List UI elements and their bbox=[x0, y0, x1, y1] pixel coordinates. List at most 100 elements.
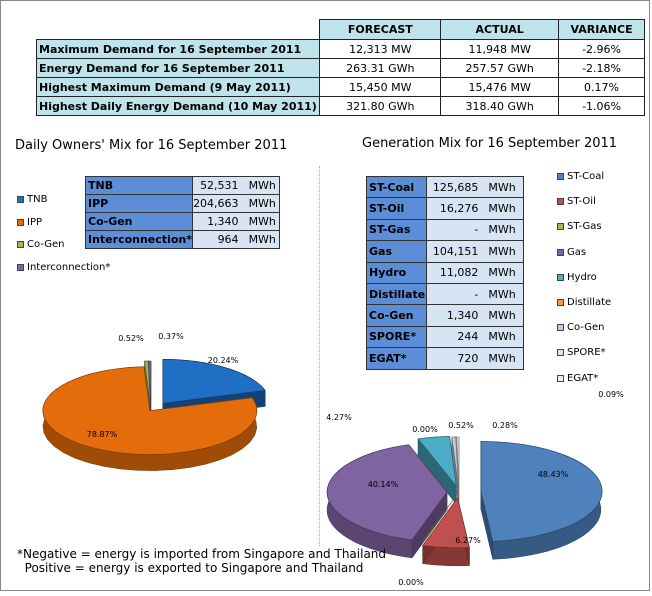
legend-swatch bbox=[17, 264, 24, 272]
legend-item-egat: EGAT* bbox=[557, 373, 598, 384]
legend-label: Gas bbox=[567, 246, 587, 258]
summary-actual-value: 11,948 MW bbox=[440, 39, 560, 59]
summary-header-variance: VARIANCE bbox=[558, 19, 645, 40]
mwh-row-spore: SPORE* 244 MWh bbox=[366, 325, 525, 349]
legend-item-distillate: Distillate bbox=[557, 297, 611, 308]
summary-row: Maximum Demand for 16 September 2011 12,3… bbox=[35, 39, 645, 59]
legend-swatch bbox=[557, 248, 564, 256]
owners-mix-pie-chart: 20.24% 78.87% 0.52% 0.37% bbox=[42, 332, 266, 471]
legend-item-spore: SPORE* bbox=[557, 347, 606, 358]
mwh-row-value: 1,340 bbox=[426, 304, 483, 327]
summary-actual-value: 318.40 GWh bbox=[440, 96, 560, 116]
mwh-row-st-gas: ST-Gas - MWh bbox=[366, 218, 525, 242]
mwh-row-label: ST-Coal bbox=[366, 175, 427, 199]
pie-slice-co-gen bbox=[144, 360, 151, 406]
mwh-row-tnb: TNB 52,531 MWh bbox=[85, 176, 280, 195]
pie-slice-st-coal bbox=[480, 441, 603, 542]
summary-variance-value: -2.96% bbox=[558, 39, 645, 59]
owners-mix-table: TNB 52,531 MWh IPP 204,663 MWh Co-Gen 1,340 MWh I… bbox=[85, 176, 280, 249]
mwh-row-label: Gas bbox=[366, 240, 427, 263]
pie-label-tnb: 20.24% bbox=[208, 356, 239, 365]
pie-label-distillate: 0.00% bbox=[412, 425, 438, 434]
pie-label-interconnection: 0.37% bbox=[158, 332, 184, 341]
mwh-row-ipp: IPP 204,663 MWh bbox=[85, 194, 280, 213]
summary-row: Energy Demand for 16 September 2011 263.3… bbox=[35, 58, 645, 78]
summary-row-label: Highest Daily Energy Demand (10 May 2011… bbox=[35, 96, 321, 116]
mwh-row-unit: MWh bbox=[482, 218, 525, 242]
legend-item-ipp: IPP bbox=[17, 217, 42, 228]
pie-label-co-gen: 0.52% bbox=[118, 334, 144, 343]
summary-header-blank bbox=[36, 19, 321, 40]
pie-slice-egat bbox=[456, 436, 460, 488]
legend-swatch bbox=[557, 273, 564, 281]
summary-variance-value: -2.18% bbox=[558, 58, 645, 78]
mwh-row-value: 1,340 bbox=[191, 212, 243, 231]
mwh-row-unit: MWh bbox=[242, 176, 280, 195]
mwh-row-gas: Gas 104,151 MWh bbox=[366, 240, 525, 263]
mwh-row-label: Distillate bbox=[366, 282, 427, 306]
summary-forecast-value: 12,313 MW bbox=[319, 39, 442, 59]
mwh-row-unit: MWh bbox=[482, 347, 525, 370]
generation-mix-table: ST-Coal 125,685 MWh ST-Oil 16,276 MWh ST-Gas - M… bbox=[366, 175, 525, 370]
pie-label-st-gas: 0.00% bbox=[398, 578, 424, 587]
mwh-row-value: 125,685 bbox=[426, 175, 483, 199]
pie-label-co-gen: 0.52% bbox=[448, 421, 474, 430]
pie-label-hydro: 4.27% bbox=[326, 413, 352, 422]
legend-swatch bbox=[557, 324, 564, 332]
legend-label: IPP bbox=[27, 216, 43, 228]
mwh-row-value: 11,082 bbox=[426, 261, 483, 284]
legend-swatch bbox=[17, 196, 24, 203]
pie-label-egat: 0.28% bbox=[492, 421, 518, 430]
section-divider bbox=[319, 166, 320, 546]
pie-label-spore: 0.09% bbox=[598, 390, 624, 399]
owners-mix-title: Daily Owners' Mix for 16 September 2011 bbox=[15, 138, 288, 153]
mwh-row-unit: MWh bbox=[482, 325, 525, 349]
demand-summary-table: FORECAST ACTUAL VARIANCE Maximum Demand … bbox=[35, 19, 645, 116]
mwh-row-co-gen: Co-Gen 1,340 MWh bbox=[366, 304, 525, 327]
interconnection-note: *Negative = energy is imported from Sing… bbox=[17, 547, 386, 575]
legend-swatch bbox=[557, 198, 564, 206]
mwh-row-label: ST-Gas bbox=[366, 218, 427, 242]
legend-label: SPORE* bbox=[567, 347, 606, 359]
summary-actual-value: 257.57 GWh bbox=[440, 58, 560, 78]
mwh-row-value: 720 bbox=[426, 347, 483, 370]
mwh-row-unit: MWh bbox=[242, 212, 280, 231]
pie-slice-interconnection bbox=[148, 360, 152, 406]
summary-row-label: Energy Demand for 16 September 2011 bbox=[35, 58, 321, 78]
legend-label: Co-Gen bbox=[567, 322, 605, 334]
legend-item-interconnection: Interconnection* bbox=[17, 262, 110, 273]
legend-label: Distillate bbox=[567, 297, 612, 308]
summary-forecast-value: 263.31 GWh bbox=[319, 58, 442, 78]
summary-variance-value: -1.06% bbox=[558, 96, 645, 116]
legend-swatch bbox=[557, 374, 564, 382]
summary-header-row: FORECAST ACTUAL VARIANCE bbox=[36, 19, 645, 40]
legend-label: ST-Oil bbox=[567, 196, 596, 208]
mwh-row-value: - bbox=[426, 218, 483, 242]
mwh-row-st-oil: ST-Oil 16,276 MWh bbox=[366, 197, 525, 220]
summary-header-forecast: FORECAST bbox=[319, 19, 442, 40]
summary-variance-value: 0.17% bbox=[558, 77, 645, 97]
mwh-row-value: 104,151 bbox=[426, 240, 483, 263]
legend-swatch bbox=[17, 241, 24, 249]
pie-label-st-coal: 48.43% bbox=[538, 470, 569, 479]
pie-label-ipp: 78.87% bbox=[87, 430, 118, 439]
pie-label-gas: 40.14% bbox=[368, 480, 399, 489]
legend-item-st-oil: ST-Oil bbox=[557, 196, 596, 207]
mwh-row-value: 964 bbox=[191, 230, 243, 249]
legend-item-co-gen: Co-Gen bbox=[557, 322, 605, 333]
pie-slice-st-oil bbox=[422, 496, 470, 549]
generation-mix-pie-chart: 48.43% 6.27% 0.00% 40.14% 4.27% 0.00% 0.52% 0.0… bbox=[326, 390, 624, 587]
mwh-row-value: 16,276 bbox=[426, 197, 483, 220]
mwh-row-unit: MWh bbox=[242, 230, 280, 249]
mwh-row-value: - bbox=[426, 282, 483, 306]
legend-label: ST-Coal bbox=[567, 171, 605, 182]
legend-label: ST-Gas bbox=[567, 221, 602, 233]
pie-slice-st-gas bbox=[421, 494, 457, 544]
mwh-row-distillate: Distillate - MWh bbox=[366, 282, 525, 306]
summary-row-label: Maximum Demand for 16 September 2011 bbox=[35, 39, 321, 59]
mwh-row-label: ST-Oil bbox=[366, 197, 427, 220]
legend-item-st-coal: ST-Coal bbox=[557, 171, 604, 182]
legend-label: EGAT* bbox=[567, 372, 599, 384]
summary-row: Highest Daily Energy Demand (10 May 2011… bbox=[35, 96, 645, 116]
mwh-row-st-coal: ST-Coal 125,685 MWh bbox=[366, 175, 525, 199]
